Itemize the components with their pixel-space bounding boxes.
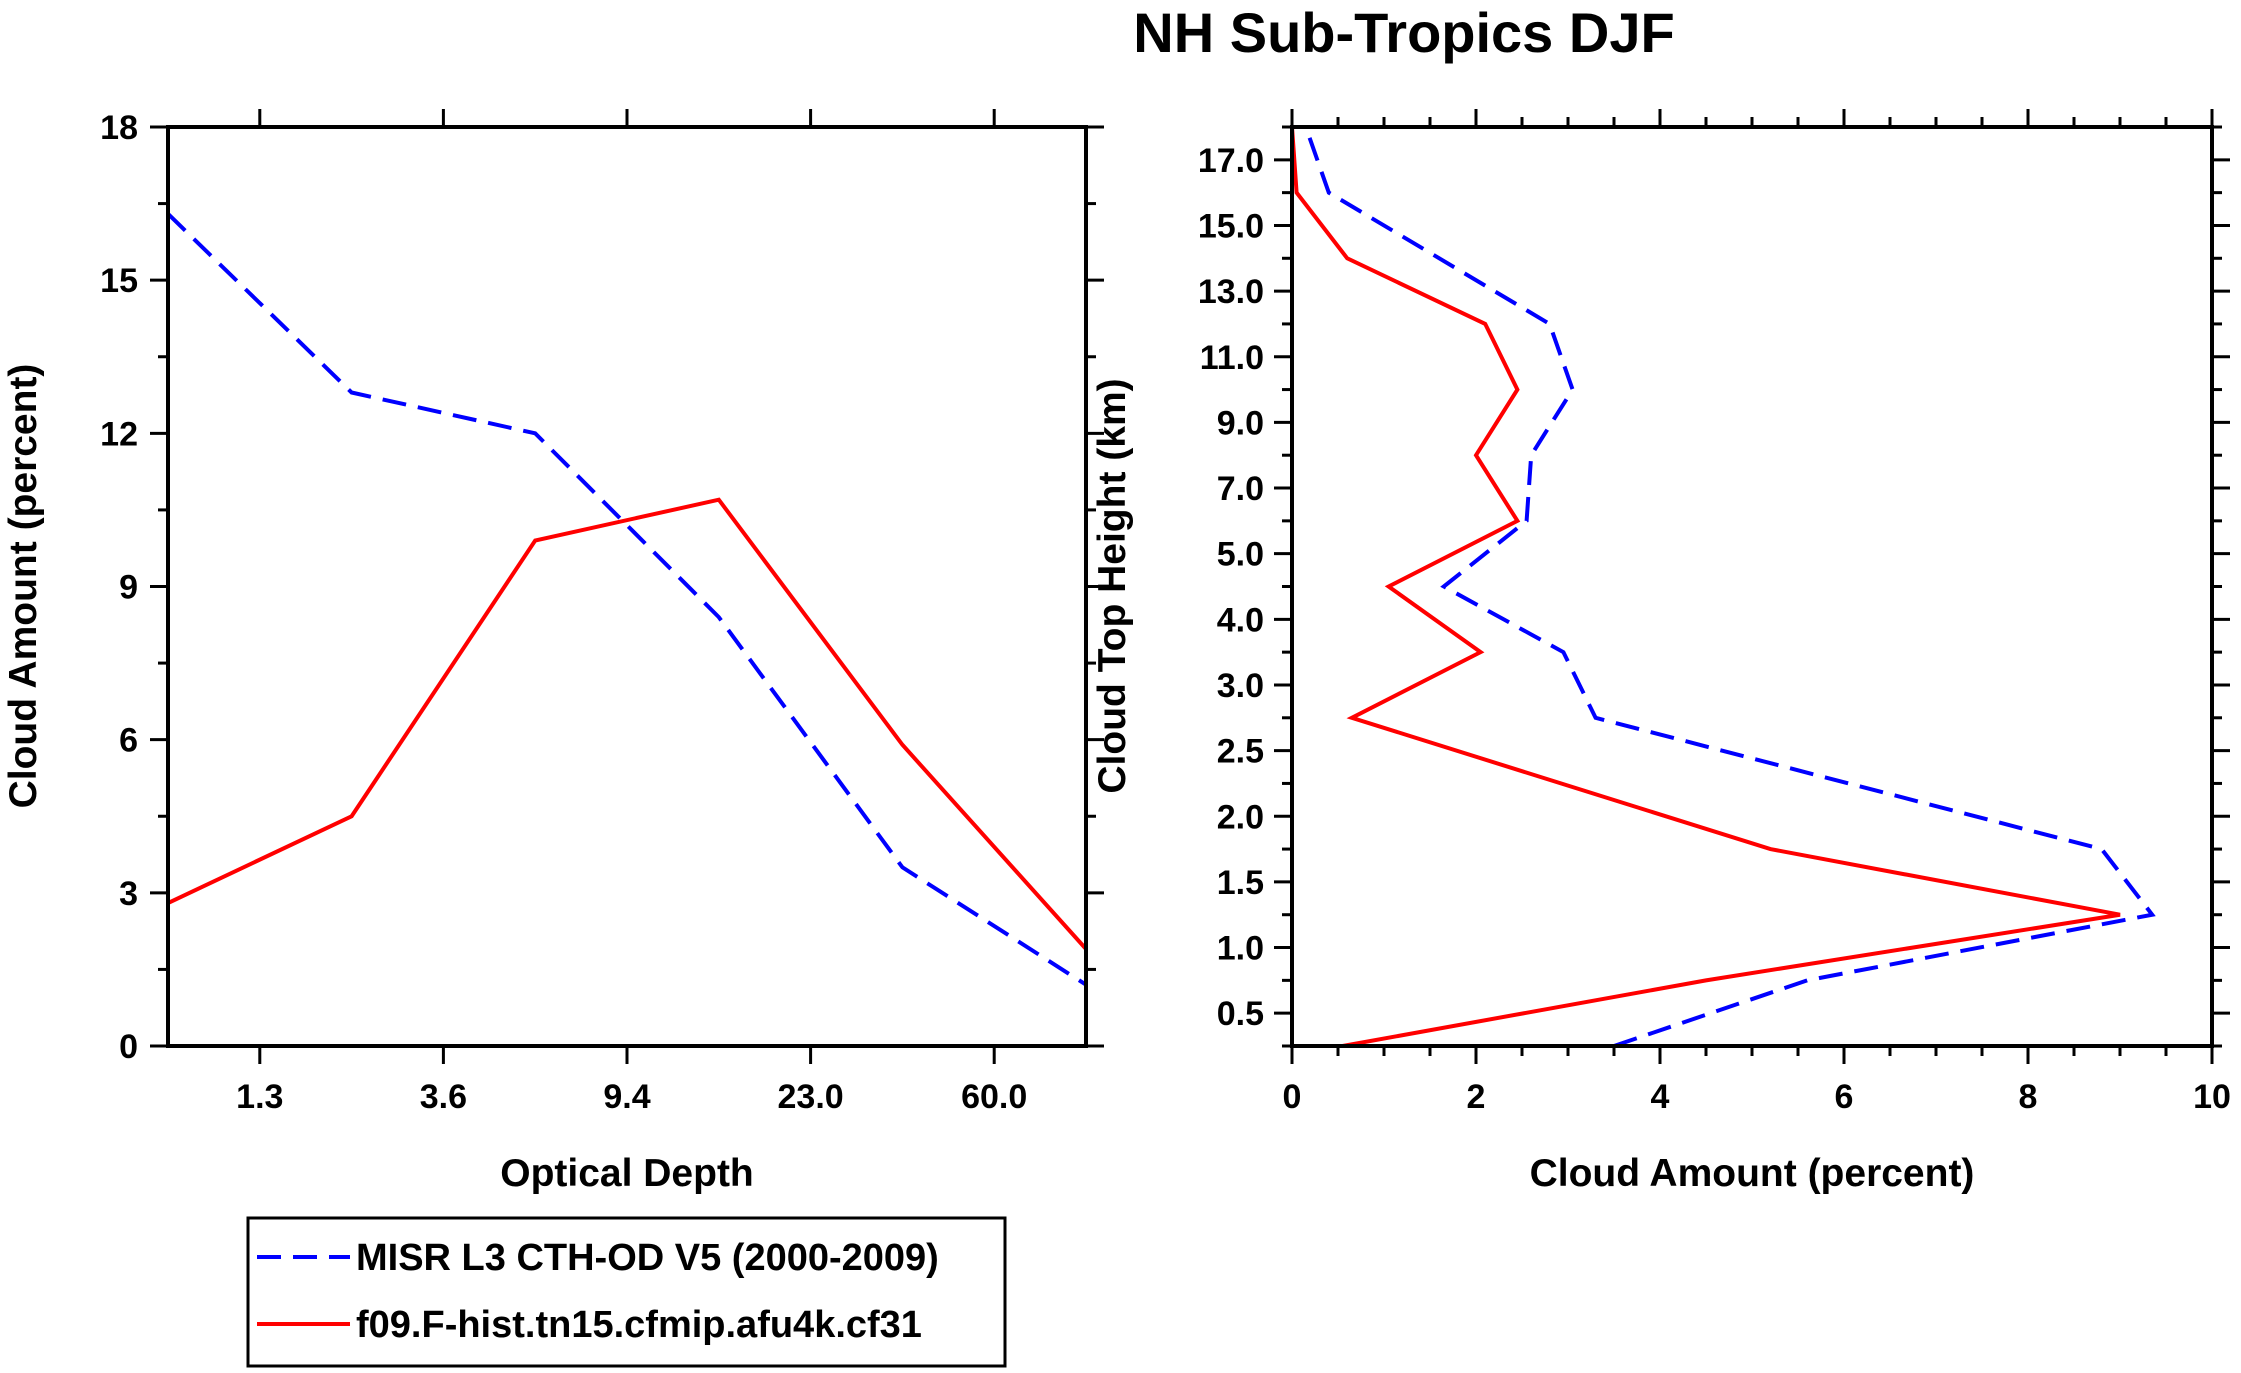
- right-x-tick-label: 2: [1467, 1078, 1486, 1116]
- legend: MISR L3 CTH-OD V5 (2000-2009) f09.F-hist…: [246, 1216, 1007, 1368]
- left-x-tick-label: 60.0: [961, 1078, 1027, 1116]
- left-x-tick-label: 1.3: [236, 1078, 283, 1116]
- right-plot-frame: [1290, 125, 2214, 1048]
- right-y-tick-label: 3.0: [1217, 667, 1264, 705]
- right-x-tick-label: 8: [2019, 1078, 2038, 1116]
- right-y-tick-label: 5.0: [1217, 536, 1264, 574]
- right-series-misr: [1303, 126, 2156, 1048]
- left-series-model: [167, 497, 1088, 951]
- left-y-tick-label: 0: [119, 1028, 138, 1066]
- legend-label-model: f09.F-hist.tn15.cfmip.afu4k.cf31: [356, 1304, 922, 1346]
- right-x-tick-label: 0: [1283, 1078, 1302, 1116]
- right-x-tick-label: 4: [1651, 1078, 1670, 1116]
- left-x-tick-label: 23.0: [778, 1078, 844, 1116]
- left-y-axis-label: Cloud Amount (percent): [2, 364, 45, 809]
- left-y-tick-label: 6: [119, 722, 138, 760]
- left-y-tick-label: 3: [119, 875, 138, 913]
- legend-box: [246, 1216, 1007, 1368]
- right-y-tick-label: 13.0: [1198, 273, 1264, 311]
- right-y-tick-label: 9.0: [1217, 404, 1264, 442]
- left-y-tick-label: 12: [100, 415, 138, 453]
- left-series: [166, 212, 1088, 987]
- right-y-tick-label: 11.0: [1200, 339, 1264, 377]
- right-y-tick-label: 1.5: [1217, 864, 1264, 902]
- right-y-tick-label: 15.0: [1198, 207, 1264, 245]
- figure-title: NH Sub-Tropics DJF: [1133, 1, 1674, 64]
- right-y-tick-label: 2.0: [1217, 798, 1264, 836]
- right-y-tick-label: 2.5: [1217, 733, 1264, 771]
- right-x-tick-label: 6: [1835, 1078, 1854, 1116]
- left-y-tick-label: 15: [100, 262, 138, 300]
- left-panel: 0 3 6 9 12 15 18 1.3 3.6 9.4 23.0 60.0 Optical Dept…: [2, 109, 1104, 1195]
- right-y-tick-label: 7.0: [1217, 470, 1264, 508]
- right-y-axis-label: Cloud Top Height (km): [1091, 378, 1134, 793]
- right-panel: 0 2 4 6 8 10 0.5 1.0 1.5 2.0 2.5 3.0 4.0 5.0 7.0 9.0 11.…: [1091, 109, 2231, 1195]
- right-y-tick-label: 17.0: [1198, 142, 1264, 180]
- right-series-model: [1290, 126, 2121, 1048]
- right-y-tick-label: 4.0: [1217, 601, 1264, 639]
- left-y-tick-label: 18: [100, 109, 138, 147]
- right-y-tick-label: 0.5: [1217, 995, 1264, 1033]
- left-x-tick-label: 3.6: [420, 1078, 467, 1116]
- right-y-tick-label: 1.0: [1217, 930, 1264, 968]
- left-series-misr: [166, 212, 1088, 987]
- legend-label-misr: MISR L3 CTH-OD V5 (2000-2009): [356, 1237, 939, 1279]
- left-ticks: [150, 109, 1104, 1064]
- right-tick-labels: 0 2 4 6 8 10 0.5 1.0 1.5 2.0 2.5 3.0 4.0 5.0 7.0 9.0 11.…: [1198, 142, 2231, 1116]
- right-x-axis-label: Cloud Amount (percent): [1530, 1152, 1975, 1195]
- left-x-tick-label: 9.4: [603, 1078, 650, 1116]
- left-y-tick-label: 9: [119, 569, 138, 607]
- left-x-axis-label: Optical Depth: [500, 1152, 754, 1195]
- left-plot-frame: [166, 125, 1088, 1048]
- right-series: [1290, 126, 2156, 1048]
- right-x-tick-label: 10: [2193, 1078, 2231, 1116]
- left-tick-labels: 0 3 6 9 12 15 18 1.3 3.6 9.4 23.0 60.0: [100, 109, 1027, 1116]
